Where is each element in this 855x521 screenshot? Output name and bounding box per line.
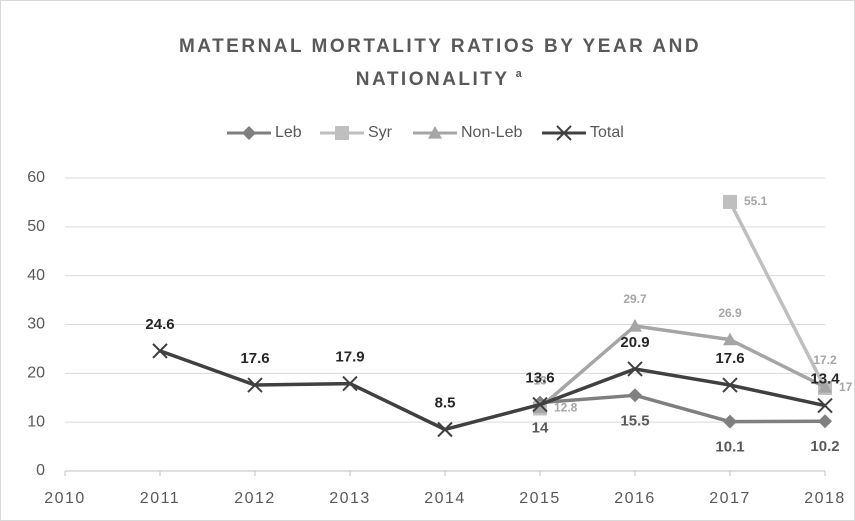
data-label: 29.7 [623,292,647,306]
data-label: 20.9 [620,334,649,351]
data-label: 26.9 [718,306,742,320]
legend-marker [428,126,442,139]
y-tick-label: 20 [27,365,45,382]
y-tick-label: 50 [27,218,45,235]
series-line [538,324,826,409]
point [247,377,263,393]
data-label: 13 [533,374,547,388]
data-label: 24.6 [145,316,174,333]
y-tick-label: 10 [27,413,45,430]
chart-title: NATIONALITY a [356,68,524,90]
legend-label: Total [590,124,624,141]
x-tick-label: 2018 [804,490,846,507]
legend-label: Non-Leb [461,124,522,141]
data-label: 10.2 [810,438,839,455]
data-label: 13.4 [810,371,840,388]
point [722,377,738,393]
data-label: 17.9 [335,349,364,366]
chart-title: MATERNAL MORTALITY RATIOS BY YEAR AND [179,36,701,57]
x-tick-label: 2017 [709,490,751,507]
point [627,361,643,377]
x-tick-label: 2014 [424,490,466,507]
data-label: 14 [532,420,549,437]
series-line [539,393,826,424]
data-label: 17.6 [240,350,269,367]
legend-label: Syr [368,124,393,141]
legend-marker [335,126,349,140]
point [532,396,548,413]
data-label: 55.1 [744,194,768,208]
point [818,380,832,393]
point [628,388,642,403]
point [818,414,832,429]
point [723,194,737,209]
data-label: 13.6 [525,370,554,387]
point [437,421,453,438]
legend-label: Leb [275,124,302,141]
point [342,375,358,392]
legend-marker [556,125,572,141]
x-tick-label: 2013 [329,490,371,507]
point [152,343,168,359]
chart-title-line: NATIONALITY [356,69,510,90]
point [723,332,737,346]
x-tick-label: 2010 [44,490,86,507]
series-line [159,349,826,432]
y-tick-label: 40 [27,267,45,284]
data-label: 17.2 [813,353,837,367]
data-label: 10.1 [715,439,744,456]
point [723,414,737,429]
x-tick-label: 2011 [140,490,180,507]
x-tick-label: 2015 [519,490,561,507]
point [533,400,547,414]
y-tick-label: 60 [27,169,45,186]
y-tick-label: 0 [36,462,45,479]
data-label: 17.6 [715,350,744,367]
x-tick-label: 2016 [614,490,656,507]
data-label: 12.8 [554,401,578,415]
point [628,318,642,332]
data-label: 17 [839,380,853,394]
legend-marker [242,126,256,140]
x-tick-label: 2012 [234,490,276,507]
data-label: 15.5 [620,412,649,429]
y-tick-label: 30 [27,316,45,333]
series-line [728,201,827,389]
point [817,397,833,414]
data-label: 8.5 [435,394,456,411]
title-note: a [516,68,525,80]
